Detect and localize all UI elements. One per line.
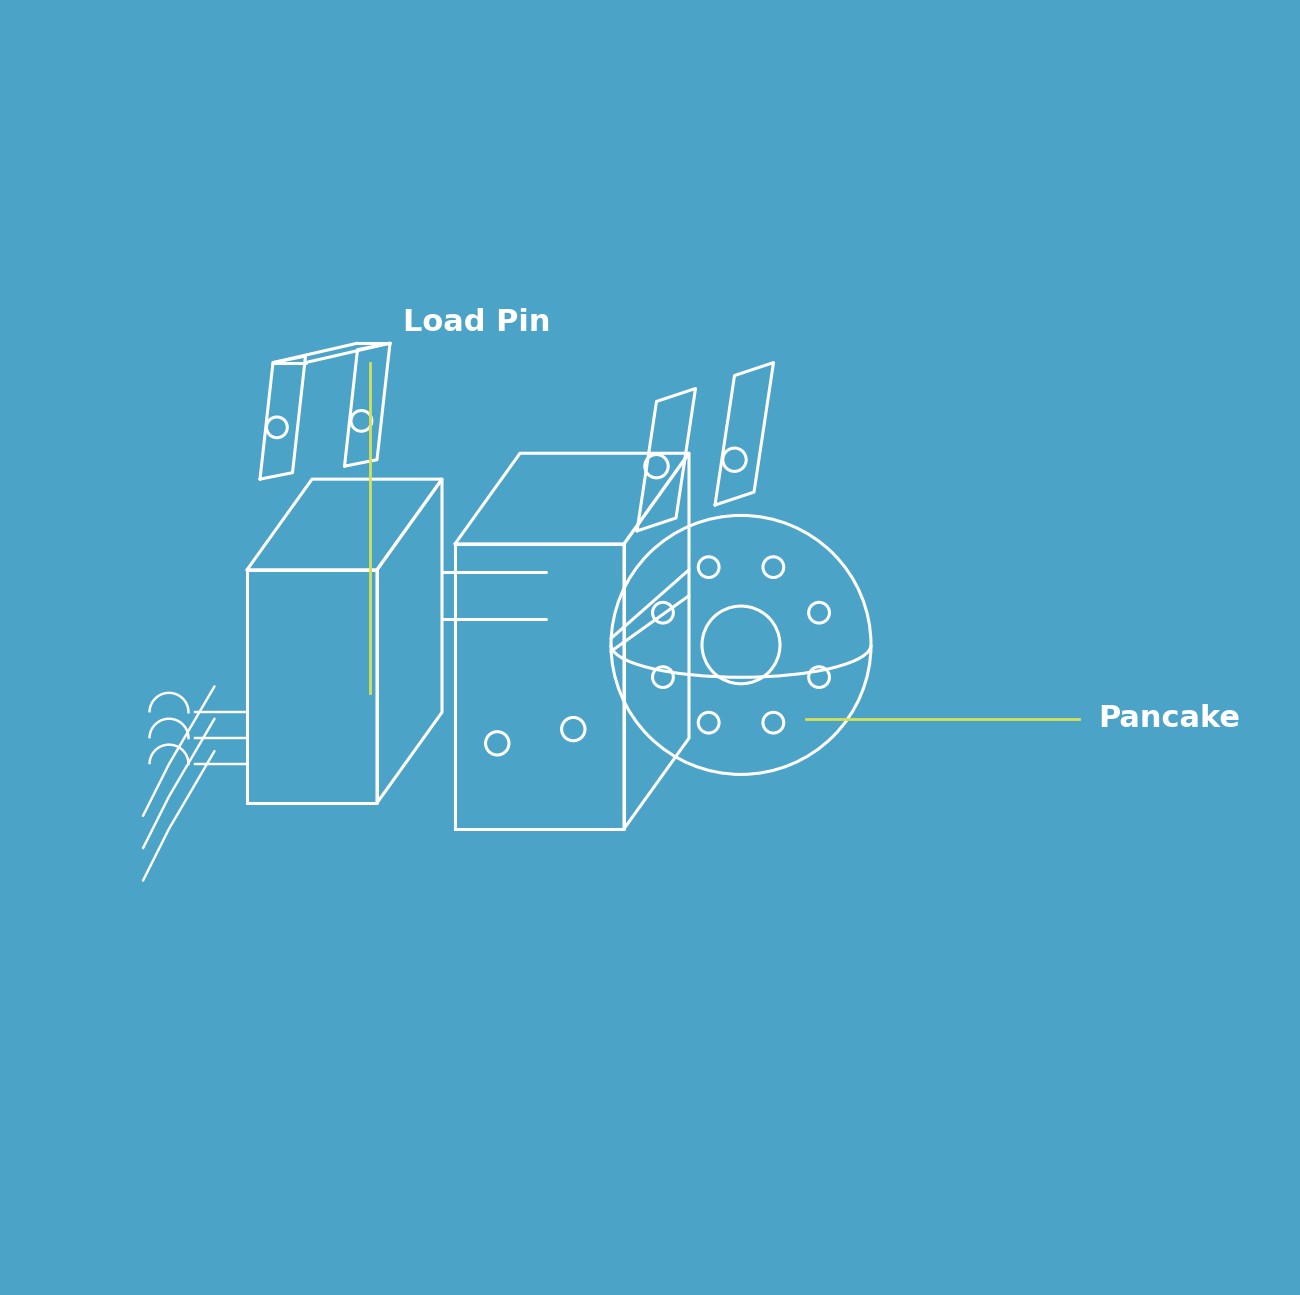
Text: Pancake: Pancake	[1098, 704, 1240, 733]
Text: Load Pin: Load Pin	[403, 308, 550, 337]
